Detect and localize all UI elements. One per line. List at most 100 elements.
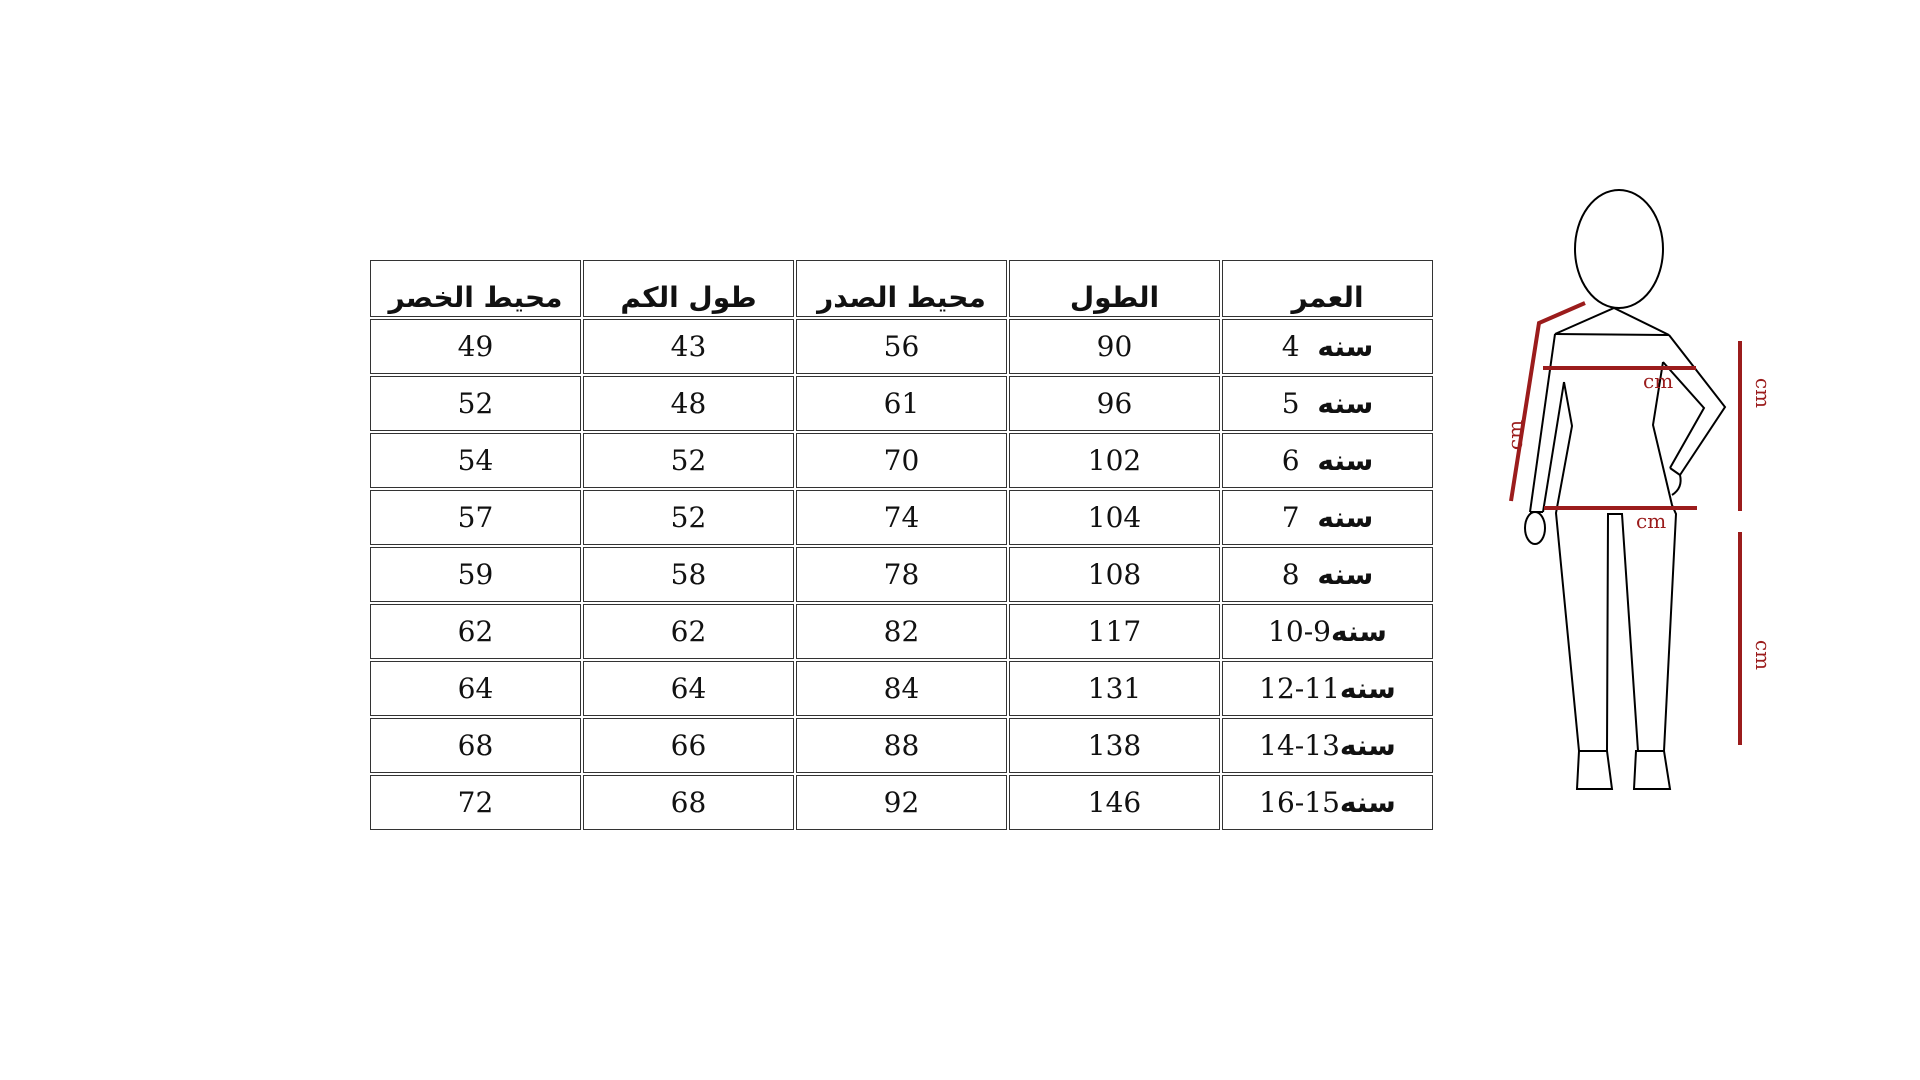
age-number: 9-10 bbox=[1268, 615, 1331, 648]
length-cell: 131 bbox=[1009, 661, 1220, 716]
age-cell: سنه13-14 bbox=[1222, 718, 1433, 773]
chest-cell: 70 bbox=[796, 433, 1007, 488]
sleeve-cell: 58 bbox=[583, 547, 794, 602]
left-hand bbox=[1524, 511, 1546, 545]
age-cell: سنه 7 bbox=[1222, 490, 1433, 545]
age-number: 13-14 bbox=[1259, 729, 1340, 762]
length-cell: 96 bbox=[1009, 376, 1220, 431]
age-cell: سنه9-10 bbox=[1222, 604, 1433, 659]
length-cell: 117 bbox=[1009, 604, 1220, 659]
chest-cell: 56 bbox=[796, 319, 1007, 374]
waist-cell: 62 bbox=[370, 604, 581, 659]
waist-unit-label: cm bbox=[1636, 509, 1666, 533]
sleeve-cell: 64 bbox=[583, 661, 794, 716]
table-row: 57 52 74 104 سنه 7 bbox=[370, 490, 1433, 545]
size-chart-table: محيط الخصر طول الكم محيط الصدر الطول الع… bbox=[368, 258, 1435, 832]
chest-cell: 92 bbox=[796, 775, 1007, 830]
table-row: 68 66 88 138 سنه13-14 bbox=[370, 718, 1433, 773]
waist-cell: 57 bbox=[370, 490, 581, 545]
length-cell: 138 bbox=[1009, 718, 1220, 773]
length-cell: 104 bbox=[1009, 490, 1220, 545]
measure-lines bbox=[1509, 301, 1742, 745]
age-cell: سنه 6 bbox=[1222, 433, 1433, 488]
age-number: 6 bbox=[1281, 444, 1300, 477]
chest-cell: 84 bbox=[796, 661, 1007, 716]
age-number: 8 bbox=[1281, 558, 1300, 591]
age-word: سنه bbox=[1339, 786, 1396, 819]
age-number: 5 bbox=[1281, 387, 1300, 420]
age-word: سنه bbox=[1339, 729, 1396, 762]
table-row: 52 48 61 96 سنه 5 bbox=[370, 376, 1433, 431]
waist-cell: 72 bbox=[370, 775, 581, 830]
length-cell: 90 bbox=[1009, 319, 1220, 374]
lower-length-unit-label: cm bbox=[1751, 640, 1775, 670]
age-word: سنه bbox=[1317, 387, 1374, 420]
length-cell: 108 bbox=[1009, 547, 1220, 602]
age-cell: سنه 8 bbox=[1222, 547, 1433, 602]
header-length: الطول bbox=[1009, 260, 1220, 317]
header-sleeve: طول الكم bbox=[583, 260, 794, 317]
torso-left bbox=[1554, 381, 1580, 752]
waist-cell: 64 bbox=[370, 661, 581, 716]
waist-cell: 54 bbox=[370, 433, 581, 488]
chest-unit-label: cm bbox=[1643, 369, 1673, 393]
sleeve-unit-label: cm bbox=[1503, 420, 1527, 450]
age-cell: سنه15-16 bbox=[1222, 775, 1433, 830]
table-row: 49 43 56 90 سنه 4 bbox=[370, 319, 1433, 374]
sleeve-cell: 52 bbox=[583, 490, 794, 545]
sleeve-cell: 43 bbox=[583, 319, 794, 374]
age-number: 11-12 bbox=[1259, 672, 1340, 705]
chest-cell: 88 bbox=[796, 718, 1007, 773]
waist-cell: 68 bbox=[370, 718, 581, 773]
age-cell: سنه 5 bbox=[1222, 376, 1433, 431]
right-arm-outer bbox=[1668, 334, 1727, 476]
table-header-row: محيط الخصر طول الكم محيط الصدر الطول الع… bbox=[370, 260, 1433, 317]
sleeve-cell: 48 bbox=[583, 376, 794, 431]
left-arm-outer bbox=[1529, 333, 1556, 513]
table-row: 62 62 82 117 سنه9-10 bbox=[370, 604, 1433, 659]
torso-right bbox=[1651, 361, 1678, 752]
shoulder-line bbox=[1554, 333, 1670, 336]
age-word: سنه bbox=[1317, 330, 1374, 363]
waist-cell: 52 bbox=[370, 376, 581, 431]
chest-cell: 74 bbox=[796, 490, 1007, 545]
chest-cell: 61 bbox=[796, 376, 1007, 431]
age-word: سنه bbox=[1339, 672, 1396, 705]
length-cell: 102 bbox=[1009, 433, 1220, 488]
table-row: 64 64 84 131 سنه11-12 bbox=[370, 661, 1433, 716]
waist-cell: 59 bbox=[370, 547, 581, 602]
header-age: العمر bbox=[1222, 260, 1433, 317]
body-outline bbox=[1524, 189, 1727, 790]
sleeve-cell: 66 bbox=[583, 718, 794, 773]
upper-length-unit-label: cm bbox=[1751, 378, 1775, 408]
sleeve-cell: 52 bbox=[583, 433, 794, 488]
age-number: 7 bbox=[1281, 501, 1300, 534]
age-number: 4 bbox=[1281, 330, 1300, 363]
length-cell: 146 bbox=[1009, 775, 1220, 830]
waist-cell: 49 bbox=[370, 319, 581, 374]
left-foot bbox=[1575, 750, 1614, 790]
right-foot bbox=[1632, 750, 1672, 790]
age-word: سنه bbox=[1317, 444, 1374, 477]
age-word: سنه bbox=[1317, 558, 1374, 591]
age-cell: سنه 4 bbox=[1222, 319, 1433, 374]
head bbox=[1574, 189, 1664, 309]
inner-legs bbox=[1606, 513, 1639, 752]
table-row: 54 52 70 102 سنه 6 bbox=[370, 433, 1433, 488]
age-number: 15-16 bbox=[1259, 786, 1340, 819]
age-word: سنه bbox=[1317, 501, 1374, 534]
age-word: سنه bbox=[1330, 615, 1387, 648]
header-waist: محيط الخصر bbox=[370, 260, 581, 317]
sleeve-cell: 62 bbox=[583, 604, 794, 659]
table-row: 59 58 78 108 سنه 8 bbox=[370, 547, 1433, 602]
right-arm-inner bbox=[1662, 361, 1706, 469]
chest-cell: 78 bbox=[796, 547, 1007, 602]
table-row: 72 68 92 146 سنه15-16 bbox=[370, 775, 1433, 830]
right-hand bbox=[1669, 467, 1682, 496]
neckline bbox=[1554, 306, 1670, 336]
age-cell: سنه11-12 bbox=[1222, 661, 1433, 716]
sleeve-measure-line bbox=[1509, 301, 1586, 502]
chest-cell: 82 bbox=[796, 604, 1007, 659]
sleeve-cell: 68 bbox=[583, 775, 794, 830]
